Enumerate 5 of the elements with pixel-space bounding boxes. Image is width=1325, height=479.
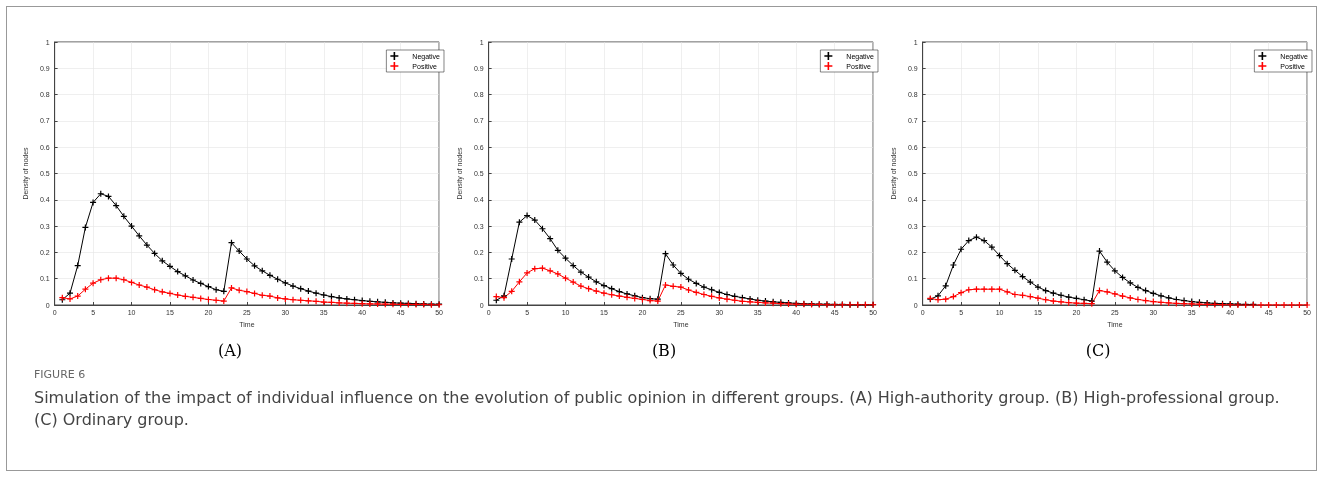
caption: FIGURE 6 [34, 368, 87, 381]
text: (A) [217, 340, 243, 360]
text: Simulation of the impact of individual influence on the evolution of public opinion in different groups. (A) High-authority group. (B) High-professional group. (C) Ordinary group. [34, 387, 1281, 431]
text: (C) [1085, 340, 1111, 360]
text: (B) [651, 340, 677, 360]
